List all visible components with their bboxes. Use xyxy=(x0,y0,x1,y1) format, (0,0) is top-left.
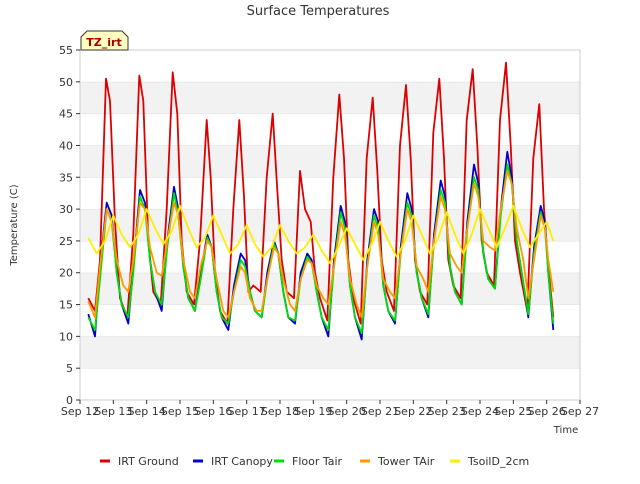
y-axis-label: Temperature (C) xyxy=(9,184,20,266)
chart-title: Surface Temperatures xyxy=(247,4,390,19)
y-tick-label: 20 xyxy=(59,267,73,280)
grid-band xyxy=(80,81,580,114)
x-tick-label: Sep 21 xyxy=(361,405,399,418)
y-tick-label: 5 xyxy=(66,362,73,375)
tz-annotation-badge: TZ_irt xyxy=(80,30,129,51)
y-tick-label: 25 xyxy=(59,235,73,248)
grid-band xyxy=(80,336,580,369)
legend-label-irt-canopy: IRT Canopy xyxy=(211,455,273,468)
y-tick-label: 15 xyxy=(59,299,73,312)
y-tick-label: 55 xyxy=(59,44,73,57)
y-tick-label: 0 xyxy=(66,394,73,407)
x-tick-label: Sep 16 xyxy=(194,405,232,418)
y-tick-label: 30 xyxy=(59,203,73,216)
y-tick-label: 50 xyxy=(59,76,73,89)
x-tick-label: Sep 25 xyxy=(494,405,532,418)
legend-label-tsoild-2cm: TsoilD_2cm xyxy=(467,455,529,468)
series-line-irt-ground xyxy=(87,61,555,325)
y-axis: 0 5 10 15 20 25 30 35 40 45 50 55 xyxy=(59,44,80,407)
annotation-label: TZ_irt xyxy=(86,36,121,49)
x-tick-label: Sep 12 xyxy=(61,405,99,418)
grid-band xyxy=(80,113,580,146)
legend-label-tower-tair: Tower TAir xyxy=(377,455,435,468)
legend-label-irt-ground: IRT Ground xyxy=(118,455,179,468)
series-line-tower-tair xyxy=(87,170,555,319)
x-tick-label: Sep 24 xyxy=(461,405,499,418)
legend-label-floor-tair: Floor Tair xyxy=(292,455,343,468)
x-tick-label: Sep 23 xyxy=(428,405,466,418)
x-tick-label: Sep 22 xyxy=(394,405,432,418)
series-line-tsoild-2cm xyxy=(87,205,555,265)
x-tick-label: Sep 20 xyxy=(328,405,366,418)
x-tick-label: Sep 27 xyxy=(561,405,599,418)
y-tick-label: 45 xyxy=(59,108,73,121)
x-tick-label: Sep 26 xyxy=(528,405,566,418)
x-axis-label: Time xyxy=(553,425,578,436)
legend: IRT Ground IRT Canopy Floor Tair Tower TAir… xyxy=(100,455,529,468)
x-tick-label: Sep 19 xyxy=(294,405,332,418)
x-tick-label: Sep 17 xyxy=(228,405,266,418)
grid-band xyxy=(80,50,580,82)
x-tick-label: Sep 14 xyxy=(128,405,166,418)
y-tick-label: 35 xyxy=(59,171,73,184)
grid-band xyxy=(80,368,580,400)
y-tick-label: 10 xyxy=(59,330,73,343)
series-layer xyxy=(87,61,555,341)
grid-band xyxy=(80,145,580,178)
x-tick-label: Sep 15 xyxy=(161,405,199,418)
y-tick-label: 40 xyxy=(59,139,73,152)
x-tick-label: Sep 18 xyxy=(261,405,299,418)
grid-bands xyxy=(80,49,580,400)
plot-frame xyxy=(79,49,581,401)
series-line-floor-tair xyxy=(87,163,555,335)
x-tick-label: Sep 13 xyxy=(94,405,132,418)
